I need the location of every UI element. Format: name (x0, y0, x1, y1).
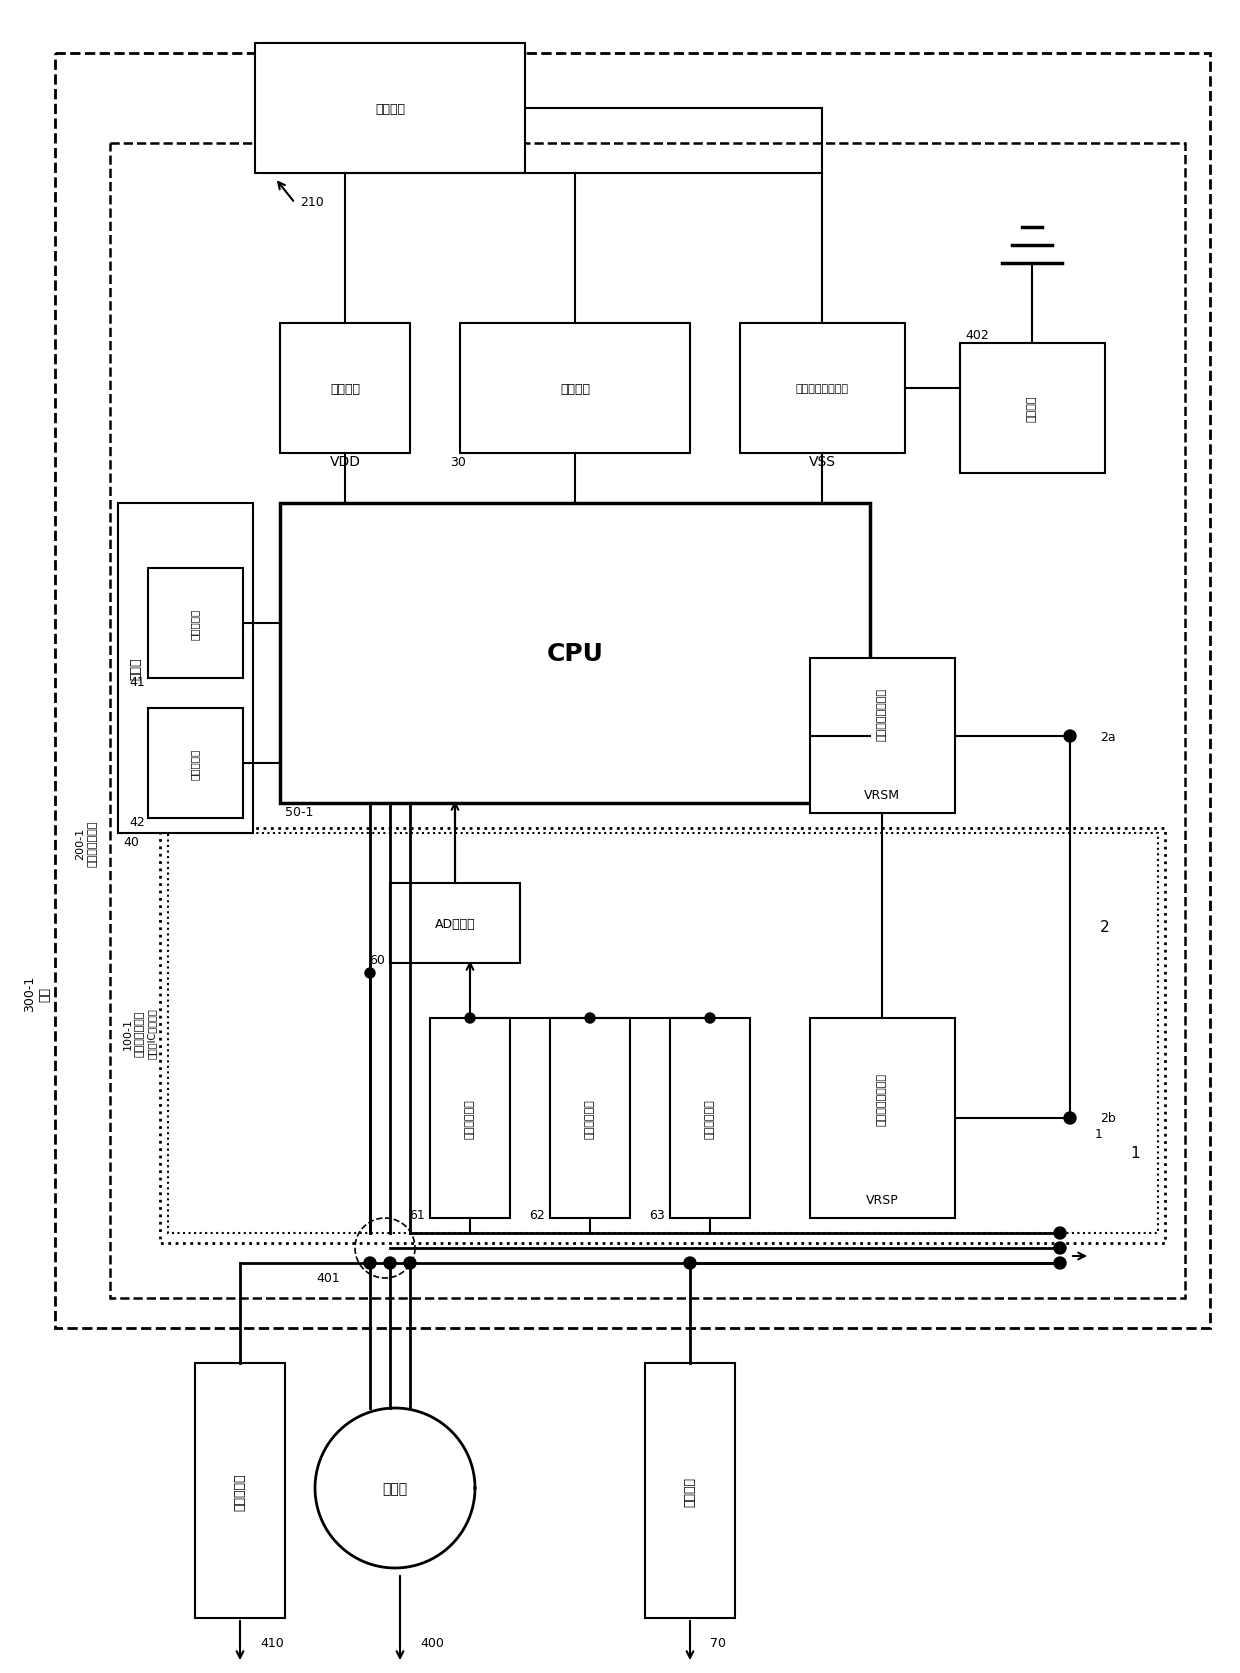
Text: 接地电位检测端子: 接地电位检测端子 (796, 383, 848, 393)
Text: 1: 1 (1095, 1128, 1102, 1139)
Text: 63: 63 (650, 1208, 665, 1221)
Text: 温度测量电路: 温度测量电路 (465, 1099, 475, 1138)
Bar (430, 1019, 510, 1218)
Text: 1: 1 (1130, 1146, 1140, 1161)
Text: 电动机: 电动机 (382, 1481, 408, 1496)
Text: 存储器: 存储器 (129, 657, 143, 679)
Text: 2b: 2b (1100, 1113, 1116, 1124)
Text: 电动机驱动装置: 电动机驱动装置 (88, 820, 98, 867)
Bar (255, 43, 525, 174)
Circle shape (465, 1014, 475, 1024)
Text: AD转换器: AD转换器 (435, 917, 475, 930)
Text: 第一存储部: 第一存储部 (190, 607, 200, 639)
Bar (280, 504, 870, 803)
Circle shape (365, 969, 374, 979)
Bar (148, 709, 243, 818)
Text: 41: 41 (129, 676, 145, 689)
Text: 电动机驱动电路: 电动机驱动电路 (135, 1010, 145, 1057)
Text: 40: 40 (123, 835, 139, 848)
Circle shape (585, 1014, 595, 1024)
Text: 61: 61 (409, 1208, 425, 1221)
Text: 410: 410 (260, 1636, 284, 1650)
Bar (645, 1363, 735, 1618)
Text: 400: 400 (420, 1636, 444, 1650)
Bar (55, 54, 1210, 1328)
Text: 电流测量电路: 电流测量电路 (706, 1099, 715, 1138)
Text: 62: 62 (529, 1208, 546, 1221)
Text: 2: 2 (1100, 920, 1110, 935)
Text: 200-1: 200-1 (74, 828, 86, 860)
Text: CPU: CPU (547, 642, 604, 666)
Text: 50-1: 50-1 (285, 805, 314, 818)
Text: 70: 70 (711, 1636, 725, 1650)
Bar (551, 1019, 630, 1218)
Text: 电源端子: 电源端子 (330, 381, 360, 395)
Bar (810, 659, 955, 813)
Bar (118, 504, 253, 833)
Bar (280, 325, 410, 453)
Text: VRSM: VRSM (864, 788, 900, 801)
Text: VDD: VDD (330, 455, 361, 468)
Text: 电动机IC驱动电路: 电动机IC驱动电路 (148, 1009, 157, 1059)
Text: VRSP: VRSP (866, 1193, 898, 1206)
Text: 402: 402 (965, 330, 988, 341)
Text: 401: 401 (316, 1271, 340, 1285)
Text: 2a: 2a (1100, 729, 1116, 743)
Bar (460, 325, 689, 453)
Text: 检测装置: 检测装置 (683, 1476, 697, 1506)
Text: 基板: 基板 (38, 985, 52, 1000)
Text: 30: 30 (450, 455, 466, 468)
Bar (960, 343, 1105, 473)
Text: 接地端子: 接地端子 (1027, 395, 1037, 422)
Circle shape (1054, 1256, 1066, 1270)
Text: 电压测量电路: 电压测量电路 (585, 1099, 595, 1138)
Text: VSS: VSS (808, 455, 836, 468)
Bar (148, 569, 243, 679)
Text: 第二电流检测端子: 第二电流检测端子 (877, 1072, 887, 1124)
Bar (810, 1019, 955, 1218)
Text: 300-1: 300-1 (24, 975, 36, 1012)
Circle shape (1064, 731, 1076, 743)
Text: 210: 210 (300, 196, 324, 209)
Text: 42: 42 (129, 815, 145, 828)
Bar (740, 325, 905, 453)
Text: 60: 60 (370, 954, 384, 967)
Circle shape (384, 1256, 396, 1270)
Bar (160, 828, 1166, 1243)
Circle shape (684, 1256, 696, 1270)
Circle shape (1064, 1113, 1076, 1124)
Circle shape (404, 1256, 415, 1270)
Circle shape (365, 1256, 376, 1270)
Circle shape (706, 1014, 715, 1024)
Text: 霍尔传感器: 霍尔传感器 (233, 1472, 247, 1509)
Text: 接口电路: 接口电路 (560, 381, 590, 395)
Circle shape (1054, 1243, 1066, 1255)
Text: 第二存储部: 第二存储部 (190, 748, 200, 780)
Text: 第一电流检测端子: 第一电流检测端子 (877, 688, 887, 739)
Circle shape (1054, 1228, 1066, 1240)
Bar (670, 1019, 750, 1218)
Bar (195, 1363, 285, 1618)
Bar (167, 833, 1158, 1233)
Text: 100-1: 100-1 (123, 1017, 133, 1049)
Bar (391, 883, 520, 964)
Bar (110, 144, 1185, 1298)
Text: 外部电路: 外部电路 (374, 102, 405, 115)
